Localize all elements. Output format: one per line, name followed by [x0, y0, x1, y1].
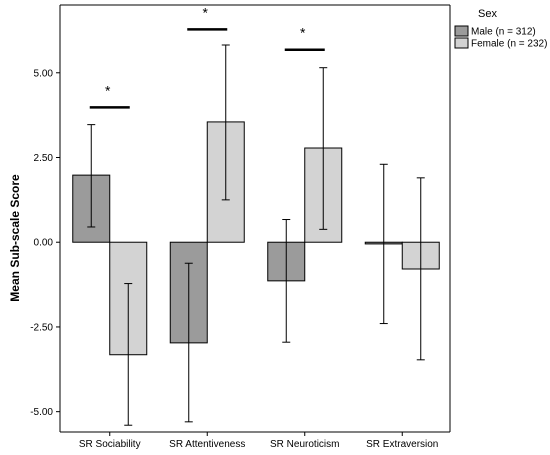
- legend-swatch: [454, 25, 469, 37]
- x-tick-label: SR Neuroticism: [270, 439, 339, 450]
- legend-label: Male (n = 312): [471, 27, 536, 38]
- significance-star: *: [203, 4, 209, 20]
- y-tick-label: -5.00: [30, 407, 53, 418]
- y-tick-labels: -5.00 -2.50 0.00 2.50 5.00: [30, 68, 53, 418]
- significance-star: *: [300, 25, 306, 41]
- y-tick-label: 0.00: [34, 238, 54, 249]
- y-tick-label: -2.50: [30, 322, 53, 333]
- error-bars: [87, 44, 425, 426]
- legend-title: Sex: [478, 8, 497, 20]
- y-tick-label: 2.50: [34, 153, 54, 164]
- y-tick-label: 5.00: [34, 68, 54, 79]
- legend-swatch: [454, 37, 469, 49]
- x-tick-label: SR Attentiveness: [169, 439, 245, 450]
- legend-label: Female (n = 232): [471, 39, 547, 50]
- x-tick-label: SR Sociability: [79, 439, 141, 450]
- y-axis-label: Mean Sub-scale Score: [8, 174, 22, 302]
- bars: [72, 121, 440, 356]
- legend: Sex Male (n = 312)Female (n = 232): [454, 8, 547, 50]
- significance-markers: * * *: [89, 4, 325, 109]
- axes: [56, 4, 451, 436]
- significance-star: *: [105, 82, 111, 98]
- x-tick-label: SR Extraversion: [366, 439, 438, 450]
- x-tick-labels: SR Sociability SR Attentiveness SR Neuroti…: [79, 439, 438, 450]
